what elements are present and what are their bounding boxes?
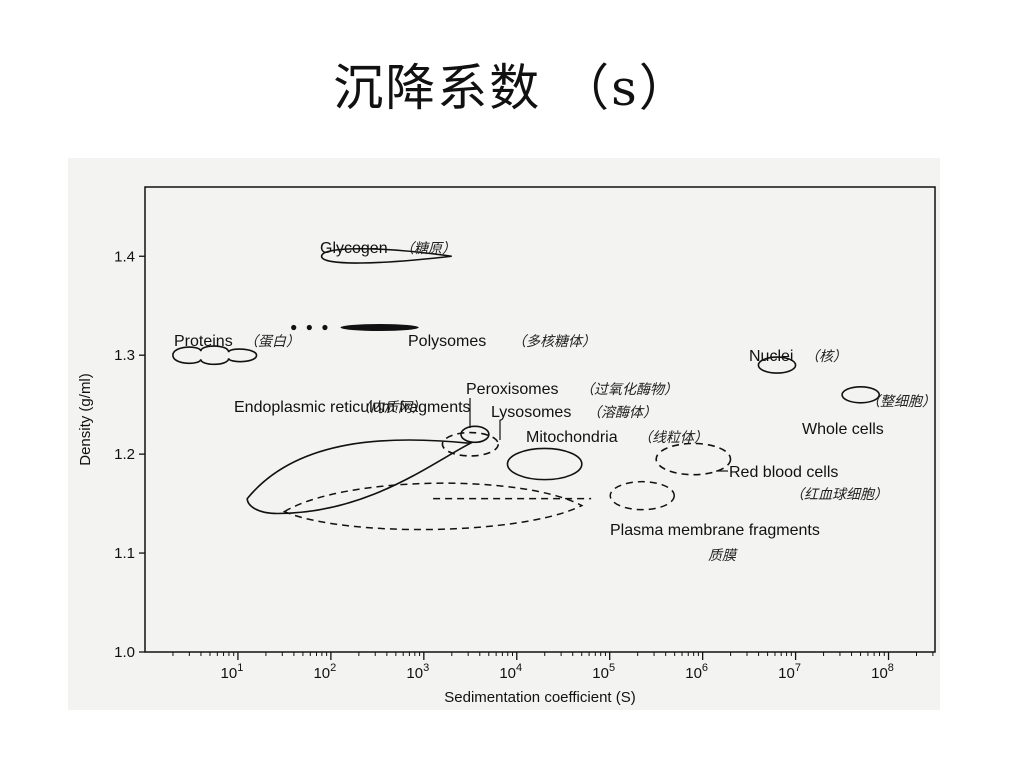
x-tick-base: 10	[499, 665, 516, 682]
region-note-label: （线粒体）	[638, 430, 708, 446]
region-name-label: Endoplasmic reticulum fragments	[234, 399, 471, 416]
region-name-label: Mitochondria	[526, 429, 618, 446]
x-tick-exponent: 8	[888, 662, 894, 674]
region-name-label: Plasma membrane fragments	[610, 522, 820, 539]
endoplasmic-reticulum-fragments-region	[246, 439, 474, 515]
x-tick-label: 105	[592, 662, 615, 682]
polysome-dot	[322, 324, 328, 331]
plot-frame	[144, 186, 936, 653]
x-tick-label: 104	[499, 662, 522, 682]
region-name-label: Whole cells	[802, 421, 884, 438]
region-note-label: （红血球细胞）	[790, 487, 888, 503]
lysosomes-region	[441, 431, 499, 457]
region-name-label: Proteins	[174, 333, 233, 350]
scanned-figure: 1.0 1.1 1.2 1.3 1.4 101 102 103 104 105 106 107 108…	[68, 158, 940, 710]
x-tick-base: 10	[778, 665, 795, 682]
y-tick-label: 1.2	[114, 446, 135, 463]
x-tick-label: 102	[313, 662, 336, 682]
x-tick-label: 106	[685, 662, 708, 682]
y-tick-label: 1.0	[114, 644, 135, 661]
density-sedimentation-chart: 1.01.11.21.31.4 101 102 103 104 105 106 107 108…	[77, 186, 936, 706]
x-tick-exponent: 5	[609, 662, 615, 674]
x-tick-exponent: 7	[795, 662, 801, 674]
x-tick-exponent: 4	[516, 662, 522, 674]
x-tick-label: 107	[778, 662, 801, 682]
y-tick-label: 1.1	[114, 545, 135, 562]
region-name-label: Lysosomes	[491, 404, 571, 421]
region-note-label: （糖原）	[400, 241, 456, 257]
x-tick-base: 10	[592, 665, 609, 682]
x-axis: 101 102 103 104 105 106 107 108	[172, 652, 934, 682]
region-name-label: Nuclei	[749, 348, 793, 365]
polysomes-region	[340, 323, 419, 331]
x-axis-title: Sedimentation coefficient (S)	[444, 689, 636, 706]
region-name-label: Peroxisomes	[466, 381, 558, 398]
plasma-membrane-fragments-region	[282, 482, 584, 531]
x-tick-base: 10	[313, 665, 330, 682]
y-axis: 1.0 1.1 1.2 1.3 1.4	[114, 248, 145, 661]
region-note-label: （内质网）	[356, 400, 426, 416]
y-tick-label: 1.4	[114, 248, 135, 265]
region-note-label: （多核糖体）	[512, 334, 596, 350]
x-tick-exponent: 2	[330, 662, 336, 674]
mitochondria-region	[506, 447, 583, 481]
region-note-label: （溶酶体）	[587, 405, 657, 421]
region-note-label: （核）	[805, 349, 847, 365]
polysome-dot	[306, 324, 312, 331]
polysome-dot	[291, 324, 297, 331]
x-tick-exponent: 1	[237, 662, 243, 674]
region-name-label: Glycogen	[320, 240, 388, 257]
region-name-label: Red blood cells	[729, 464, 838, 481]
region-note-label: （过氧化酶物）	[580, 382, 678, 398]
x-tick-base: 10	[871, 665, 888, 682]
slide-title: 沉降系数 （s）	[333, 59, 691, 117]
x-tick-exponent: 3	[423, 662, 429, 674]
x-tick-label: 108	[871, 662, 894, 682]
red-blood-cells-region	[655, 442, 732, 476]
region-labels: Glycogen （糖原） Proteins （蛋白） Polysomes （多核糖体） N…	[174, 240, 936, 564]
x-tick-label: 103	[406, 662, 429, 682]
nuclei-region	[757, 356, 797, 374]
plasma-membrane-region-right	[609, 480, 675, 511]
y-tick-label: 1.3	[114, 347, 135, 364]
region-name-label: Polysomes	[408, 333, 486, 350]
glycogen-region	[320, 247, 452, 264]
x-tick-base: 10	[685, 665, 702, 682]
region-note-label: 质膜	[708, 548, 738, 564]
peroxisomes-region	[460, 425, 490, 444]
region-note-label: （整细胞）	[866, 394, 936, 410]
region-note-label: （蛋白）	[244, 334, 300, 350]
x-tick-exponent: 6	[702, 662, 708, 674]
x-tick-base: 10	[406, 665, 423, 682]
x-tick-label: 101	[221, 662, 244, 682]
region-shapes	[172, 247, 881, 531]
whole-cells-region	[841, 385, 881, 404]
y-axis-title: Density (g/ml)	[77, 373, 94, 466]
x-tick-base: 10	[221, 665, 238, 682]
